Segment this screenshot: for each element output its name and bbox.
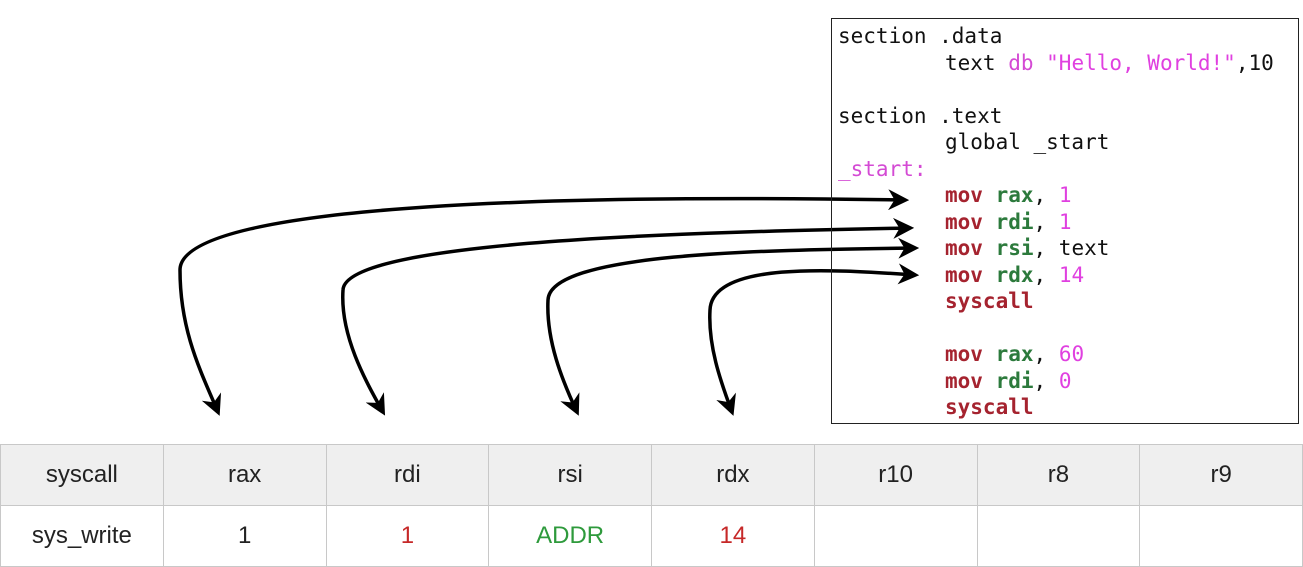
code-token: rdi	[995, 368, 1034, 393]
code-token: rdx	[995, 262, 1034, 287]
code-token: db	[1008, 50, 1034, 75]
table-row: sys_write 1 1 ADDR 14	[0, 505, 1303, 567]
cell-r10	[813, 505, 978, 567]
cell-r9	[1139, 505, 1303, 567]
code-token: mov	[945, 183, 996, 207]
code-panel: section .data text db "Hello, World!",10 s…	[831, 18, 1299, 424]
code-token: rsi	[995, 236, 1034, 260]
code-line: syscall	[838, 288, 1298, 315]
code-token: global _start	[945, 130, 1110, 154]
code-token: mov	[945, 209, 996, 234]
code-token: 1	[1058, 209, 1072, 234]
header-r9: r9	[1139, 444, 1303, 506]
code-line: mov rdi, 0	[838, 368, 1298, 395]
code-line: mov rax, 60	[838, 341, 1298, 368]
header-syscall: syscall	[0, 444, 164, 506]
code-token: section .text	[838, 103, 1003, 128]
cell-rdi: 1	[325, 505, 490, 567]
table-header-row: syscall rax rdi rsi rdx r10 r8 r9	[0, 444, 1303, 506]
code-line: mov rax, 1	[838, 182, 1298, 209]
header-rdi: rdi	[325, 444, 490, 506]
code-token: syscall	[945, 289, 1034, 313]
cell-syscall: sys_write	[0, 505, 164, 567]
code-token: 60	[1058, 342, 1085, 366]
code-line: global _start	[838, 129, 1298, 156]
code-token: , text	[1033, 236, 1110, 260]
cell-rsi: ADDR	[488, 505, 652, 567]
code-token: ,10	[1235, 50, 1274, 75]
header-r10: r10	[813, 444, 978, 506]
header-rsi: rsi	[488, 444, 652, 506]
code-token: rax	[995, 342, 1034, 366]
code-line: syscall	[838, 394, 1298, 421]
cell-rdx: 14	[651, 505, 815, 567]
code-token: text	[945, 50, 1009, 75]
code-token: ,	[1033, 368, 1059, 393]
header-rax: rax	[162, 444, 327, 506]
code-token: ,	[1033, 209, 1059, 234]
code-token: mov	[945, 262, 996, 287]
code-token: rdi	[995, 209, 1034, 234]
arrow-rdx	[708, 263, 920, 416]
code-line: section .text	[838, 103, 1298, 130]
code-token: 14	[1058, 262, 1085, 287]
code-line	[838, 76, 1298, 103]
code-token: mov	[945, 342, 996, 366]
code-token: 1	[1058, 183, 1072, 207]
code-token: ,	[1033, 262, 1059, 287]
code-line: mov rdi, 1	[838, 209, 1298, 236]
code-line	[838, 315, 1298, 342]
arrow-rdi	[341, 217, 915, 416]
cell-rax: 1	[162, 505, 327, 567]
code-token: ,	[1033, 183, 1059, 207]
arrow-rsi	[546, 237, 920, 416]
code-line: _start:	[838, 156, 1298, 183]
arrow-rax	[178, 189, 910, 416]
header-rdx: rdx	[651, 444, 815, 506]
code-token: "Hello, World!"	[1033, 50, 1236, 75]
code-line: text db "Hello, World!",10	[838, 50, 1298, 77]
code-token: 0	[1058, 368, 1072, 393]
header-r8: r8	[976, 444, 1141, 506]
code-line: section .data	[838, 23, 1298, 50]
code-token: ,	[1033, 342, 1059, 366]
code-line: mov rdx, 14	[838, 262, 1298, 289]
code-token: section .data	[838, 24, 1003, 48]
register-table: syscall rax rdi rsi rdx r10 r8 r9 sys_wr…	[0, 444, 1303, 567]
code-token: _start:	[838, 156, 927, 181]
code-token: rax	[995, 183, 1034, 207]
cell-r8	[976, 505, 1141, 567]
code-token: syscall	[945, 395, 1034, 419]
code-token: mov	[945, 368, 996, 393]
code-token: mov	[945, 236, 996, 260]
code-line: mov rsi, text	[838, 235, 1298, 262]
